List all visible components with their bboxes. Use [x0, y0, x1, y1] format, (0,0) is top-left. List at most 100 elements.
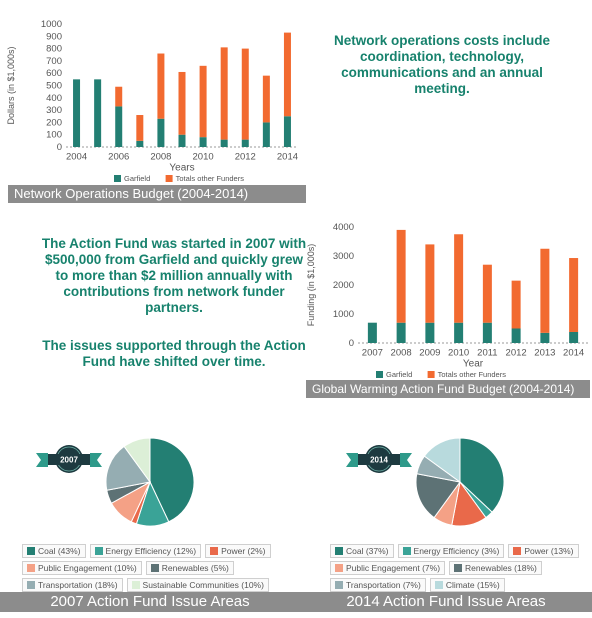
x-tick-label: 2010	[448, 348, 469, 359]
bar-garfield-2010	[454, 322, 464, 343]
bar-garfield-2014	[569, 331, 579, 343]
bar-other-2008	[396, 229, 406, 323]
y-tick-label: 600	[46, 68, 62, 79]
legend-2014: Coal (37%) Energy Efficiency (3%) Power (1…	[330, 544, 592, 592]
x-axis-label: Years	[169, 163, 194, 174]
bar-garfield-2005	[94, 79, 102, 147]
ribbon-band	[48, 454, 90, 465]
bar-other-2014	[283, 32, 291, 117]
legend-label: Coal (37%)	[346, 546, 389, 556]
bar-other-2010	[199, 65, 207, 138]
legend-swatch	[150, 564, 159, 572]
legend-label: Climate (15%)	[445, 580, 500, 590]
bar-other-2009	[178, 71, 186, 135]
legend-label: Coal (43%)	[38, 546, 81, 556]
y-tick-label: 300	[46, 105, 62, 116]
y-axis-label: Funding (in $1,000s)	[306, 244, 316, 327]
legend-label: Garfield	[386, 370, 412, 379]
x-tick-label: 2008	[391, 348, 412, 359]
legend-label: Garfield	[124, 174, 150, 183]
legend-swatch	[513, 547, 522, 555]
x-tick-label: 2014	[563, 348, 584, 359]
x-tick-label: 2008	[150, 152, 171, 163]
y-axis-label: Dollars (in $1,000s)	[6, 46, 16, 124]
pie-slice-4	[415, 473, 461, 519]
bar-other-2010	[454, 234, 464, 323]
legend-label: Transportation (7%)	[346, 580, 421, 590]
bar-other-2009	[425, 244, 435, 323]
legend-item: Renewables (5%)	[145, 561, 234, 575]
x-tick-label: 2007	[362, 348, 383, 359]
y-tick-label: 700	[46, 56, 62, 67]
legend-swatch	[27, 581, 35, 589]
legend-label: Energy Efficiency (12%)	[105, 546, 197, 556]
legend-swatch	[335, 564, 343, 572]
legend-swatch	[402, 547, 411, 555]
pie-slice-0	[149, 437, 195, 523]
pie-slice-6	[123, 437, 151, 484]
x-tick-label: 2004	[66, 152, 87, 163]
legend-item: Transportation (18%)	[22, 578, 123, 592]
x-tick-label: 2010	[193, 152, 214, 163]
bar-other-2011	[482, 264, 492, 323]
bar-garfield-2013	[262, 122, 270, 147]
y-tick-label: 4000	[333, 222, 354, 233]
x-tick-label: 2012	[506, 348, 527, 359]
bar-other-2013	[540, 248, 550, 333]
network-chart-title: Network Operations Budget (2004-2014)	[8, 185, 306, 203]
issues-shifted-note: The issues supported through the Action …	[42, 338, 306, 369]
legend-label: Power (13%)	[524, 546, 574, 556]
y-tick-label: 800	[46, 44, 62, 55]
ribbon-year: 2007	[60, 456, 78, 465]
legend-swatch	[94, 547, 103, 555]
legend-label: Power (2%)	[221, 546, 266, 556]
legend-item: Power (2%)	[205, 544, 271, 558]
legend-swatch	[114, 175, 121, 182]
y-tick-label: 0	[349, 338, 354, 349]
y-tick-label: 3000	[333, 251, 354, 262]
y-tick-label: 500	[46, 81, 62, 92]
bar-garfield-2012	[511, 328, 521, 343]
ribbon-tail-right	[400, 453, 412, 467]
ribbon-band	[358, 454, 400, 465]
bar-garfield-2009	[178, 134, 186, 147]
bar-other-2012	[511, 280, 521, 329]
bar-garfield-2011	[482, 322, 492, 343]
ribbon-year: 2014	[370, 456, 388, 465]
x-tick-label: 2006	[108, 152, 129, 163]
bar-garfield-2013	[540, 332, 550, 343]
pie-slice-5	[105, 445, 151, 491]
legend-label: Public Engagement (7%)	[346, 563, 441, 573]
y-tick-label: 1000	[333, 309, 354, 320]
legend-swatch	[165, 175, 173, 182]
legend-swatch	[376, 371, 383, 378]
legend-label: Sustainable Communities (10%)	[142, 580, 264, 590]
bar-garfield-2004	[73, 79, 81, 147]
legend-label: Totals other Funders	[176, 174, 245, 183]
legend-2007: Coal (43%) Energy Efficiency (12%) Power (…	[22, 544, 292, 592]
legend-label: Renewables (5%)	[161, 563, 229, 573]
pie-2014-title: 2014 Action Fund Issue Areas	[300, 592, 592, 612]
ribbon-2014: 2014	[346, 445, 412, 473]
legend-item: Renewables (18%)	[449, 561, 542, 575]
y-tick-label: 0	[57, 142, 62, 153]
legend-item: Power (13%)	[508, 544, 579, 558]
x-tick-label: 2014	[277, 152, 298, 163]
bar-garfield-2012	[241, 139, 249, 147]
network-operations-note: Network operations costs include coordin…	[333, 33, 551, 96]
bar-other-2011	[220, 47, 228, 140]
y-tick-label: 400	[46, 93, 62, 104]
y-tick-label: 1000	[41, 19, 62, 30]
legend-swatch	[434, 581, 443, 589]
legend-swatch	[27, 564, 35, 572]
x-tick-label: 2012	[235, 152, 256, 163]
x-axis-label: Year	[463, 359, 484, 370]
legend-item: Energy Efficiency (3%)	[397, 544, 505, 558]
legend-item: Coal (43%)	[22, 544, 86, 558]
y-tick-label: 900	[46, 31, 62, 42]
pie-slice-6	[423, 437, 461, 483]
legend-swatch	[427, 371, 435, 378]
bar-garfield-2006	[115, 106, 123, 147]
bar-garfield-2008	[157, 118, 165, 147]
